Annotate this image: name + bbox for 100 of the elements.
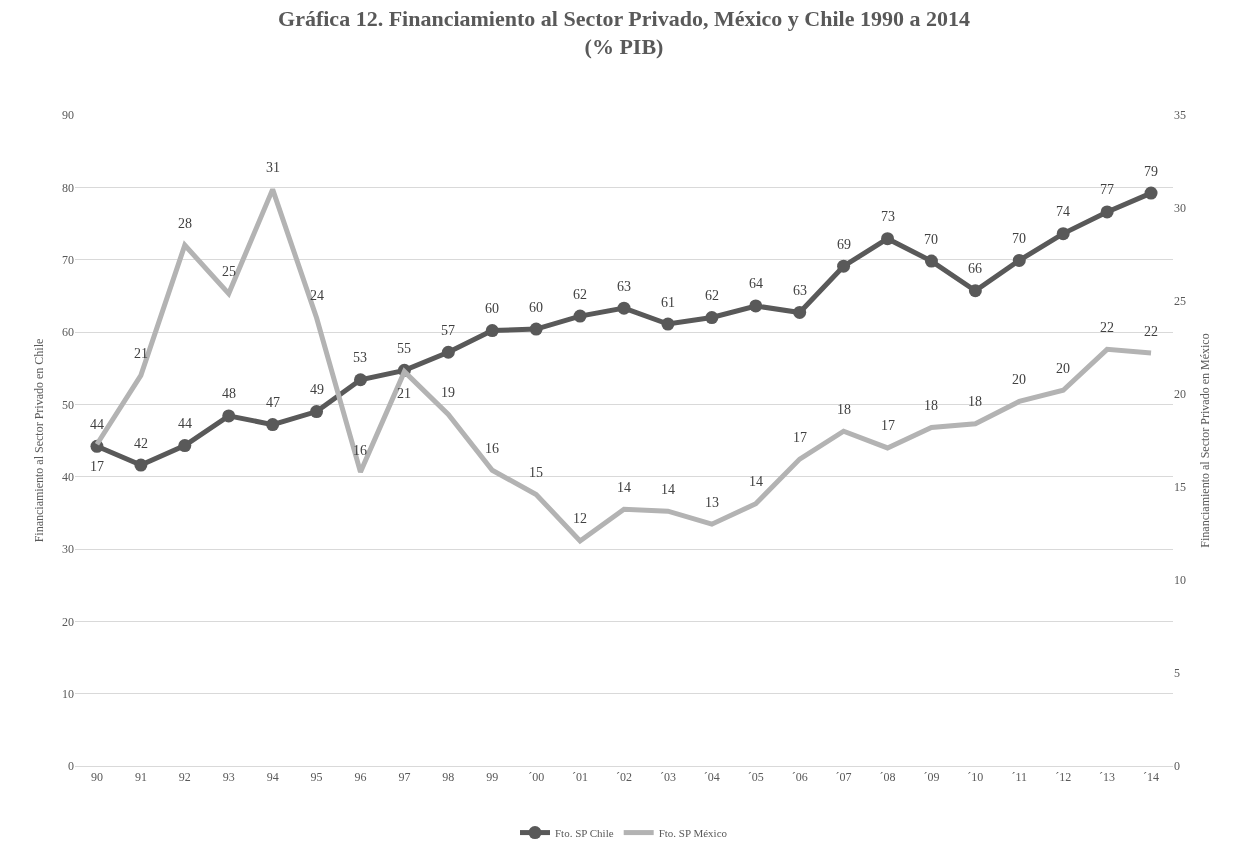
x-tick-label: 91 bbox=[134, 770, 147, 785]
point bbox=[134, 458, 148, 472]
x-tick-label: 95 bbox=[310, 770, 323, 785]
point bbox=[1056, 227, 1070, 241]
y2-tick-label: 30 bbox=[1174, 201, 1186, 216]
data-label: 63 bbox=[793, 283, 807, 298]
point bbox=[924, 254, 938, 268]
y-tick-label: 10 bbox=[62, 686, 74, 701]
data-label: 48 bbox=[222, 386, 236, 401]
data-label: 22 bbox=[1144, 324, 1158, 339]
x-tick-label: ´13 bbox=[1099, 770, 1116, 785]
data-label: 18 bbox=[924, 398, 938, 413]
data-label: 64 bbox=[749, 276, 763, 291]
data-label: 24 bbox=[310, 288, 324, 303]
y2-tick-label: 10 bbox=[1174, 573, 1186, 588]
point bbox=[222, 409, 236, 423]
point bbox=[178, 439, 192, 453]
data-label: 17 bbox=[881, 418, 895, 433]
y-tick-label: 80 bbox=[62, 180, 74, 195]
x-tick-label: ´04 bbox=[703, 770, 720, 785]
y-tick-label: 70 bbox=[62, 252, 74, 267]
data-label: 14 bbox=[749, 474, 763, 489]
data-label: 19 bbox=[441, 385, 455, 400]
data-label: 25 bbox=[222, 264, 236, 279]
data-label: 60 bbox=[485, 301, 499, 316]
data-label: 66 bbox=[968, 261, 982, 276]
data-label: 60 bbox=[529, 300, 543, 315]
data-label: 61 bbox=[661, 295, 675, 310]
data-label: 77 bbox=[1100, 182, 1114, 197]
y2-tick-label: 25 bbox=[1174, 294, 1186, 309]
data-label: 21 bbox=[397, 386, 411, 401]
legend-label: Fto. SP Chile bbox=[555, 826, 614, 839]
chart-title: Gráfica 12. Financiamiento al Sector Privado, México y Chile 1990 a 2014 (% PIB) bbox=[278, 5, 970, 60]
y2-tick-label: 35 bbox=[1174, 108, 1186, 123]
point bbox=[441, 345, 455, 359]
x-tick-label: ´10 bbox=[967, 770, 984, 785]
x-tick-label: 99 bbox=[486, 770, 499, 785]
x-tick-label: ´03 bbox=[659, 770, 676, 785]
data-label: 70 bbox=[924, 232, 938, 247]
y2-tick-label: 15 bbox=[1174, 480, 1186, 495]
x-tick-label: ´12 bbox=[1055, 770, 1072, 785]
x-tick-label: ´08 bbox=[879, 770, 896, 785]
point bbox=[881, 232, 895, 246]
point bbox=[617, 301, 631, 315]
data-label: 31 bbox=[266, 160, 280, 175]
y-tick-label: 90 bbox=[62, 108, 74, 123]
point bbox=[266, 418, 280, 432]
data-label: 47 bbox=[266, 395, 280, 410]
data-label: 74 bbox=[1056, 204, 1070, 219]
x-tick-label: ´09 bbox=[923, 770, 940, 785]
point bbox=[310, 405, 324, 419]
x-tick-label: ´01 bbox=[572, 770, 589, 785]
point bbox=[573, 309, 587, 323]
point bbox=[1144, 186, 1158, 200]
point bbox=[793, 305, 807, 319]
x-tick-label: ´05 bbox=[747, 770, 764, 785]
point bbox=[705, 311, 719, 325]
data-label: 14 bbox=[661, 482, 675, 497]
y2-axis-title: Financiamiento al Sector Privado en México bbox=[1197, 333, 1212, 548]
y-tick-label: 60 bbox=[62, 325, 74, 340]
y2-tick-label: 5 bbox=[1174, 666, 1180, 681]
data-label: 73 bbox=[881, 209, 895, 224]
data-label: 12 bbox=[573, 511, 587, 526]
data-label: 69 bbox=[837, 237, 851, 252]
point bbox=[837, 259, 851, 273]
data-label: 28 bbox=[178, 216, 192, 231]
y-tick-label: 20 bbox=[62, 614, 74, 629]
data-label: 44 bbox=[90, 417, 104, 432]
data-label: 20 bbox=[1012, 372, 1026, 387]
x-tick-label: ´11 bbox=[1011, 770, 1028, 785]
y2-tick-label: 0 bbox=[1174, 759, 1180, 774]
point bbox=[353, 373, 367, 387]
y-tick-label: 50 bbox=[62, 397, 74, 412]
x-tick-label: ´14 bbox=[1143, 770, 1160, 785]
data-label: 55 bbox=[397, 341, 411, 356]
data-label: 16 bbox=[485, 441, 499, 456]
point bbox=[1100, 205, 1114, 219]
data-label: 57 bbox=[441, 323, 455, 338]
data-label: 14 bbox=[617, 480, 631, 495]
x-tick-label: 92 bbox=[178, 770, 191, 785]
data-label: 13 bbox=[705, 495, 719, 510]
data-label: 18 bbox=[968, 394, 982, 409]
data-label: 15 bbox=[529, 465, 543, 480]
y-tick-label: 40 bbox=[62, 469, 74, 484]
point bbox=[1012, 253, 1026, 267]
point bbox=[529, 322, 543, 336]
y-tick-label: 0 bbox=[68, 759, 74, 774]
x-tick-label: 94 bbox=[266, 770, 279, 785]
x-tick-label: 98 bbox=[442, 770, 455, 785]
legend-label: Fto. SP México bbox=[658, 826, 728, 839]
data-label: 17 bbox=[793, 430, 807, 445]
x-tick-label: 96 bbox=[354, 770, 367, 785]
data-label: 21 bbox=[134, 346, 148, 361]
y-axis-title: Financiamiento al Sector Privado en Chile bbox=[32, 338, 47, 543]
x-tick-label: ´02 bbox=[616, 770, 632, 785]
x-tick-label: 93 bbox=[222, 770, 235, 785]
y-tick-label: 30 bbox=[62, 542, 74, 557]
x-tick-label: 97 bbox=[398, 770, 411, 785]
data-label: 22 bbox=[1100, 320, 1114, 335]
data-label: 62 bbox=[705, 288, 719, 303]
